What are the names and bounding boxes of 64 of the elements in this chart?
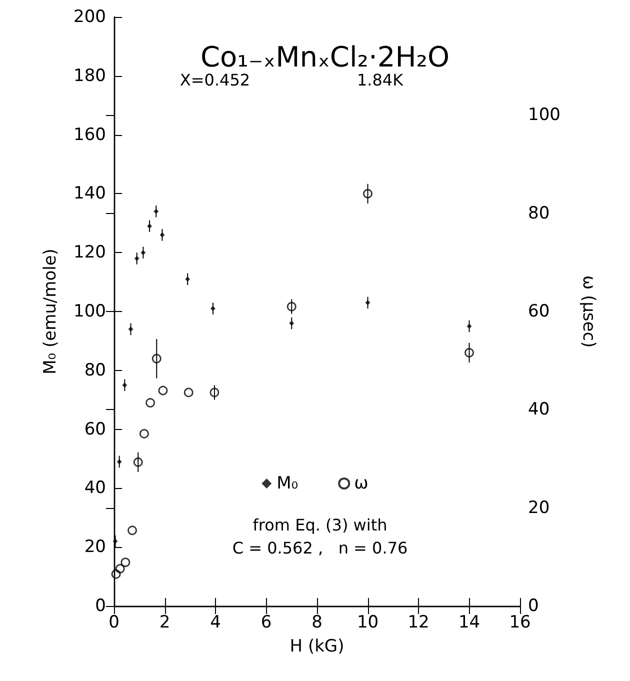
- point: [363, 189, 372, 198]
- point: [128, 326, 134, 332]
- y2-tick-label: 40: [528, 400, 550, 420]
- point: [152, 354, 162, 364]
- point: [286, 302, 296, 312]
- annotation: from Eq. (3) with: [252, 516, 388, 534]
- y-tick-label: 160: [74, 124, 106, 145]
- y2-axis-title: ω (μsec): [578, 275, 598, 348]
- x-axis-title: H (kG): [290, 636, 344, 656]
- y2-tick-label: 80: [528, 203, 550, 224]
- y2-tick-label: 100: [528, 105, 560, 126]
- point: [160, 232, 165, 238]
- point: [210, 388, 220, 398]
- point: [112, 538, 118, 544]
- x-tick-label: 6: [260, 612, 272, 632]
- x-tick-label: 16: [509, 612, 531, 632]
- y-tick-label: 100: [74, 302, 106, 322]
- point: [140, 250, 146, 256]
- point: [122, 382, 128, 388]
- y2-tick-label: 0: [528, 596, 539, 616]
- point: [146, 398, 155, 408]
- y2-tick-label: 20: [528, 498, 550, 518]
- x-tick-label: 2: [159, 612, 170, 632]
- point: [111, 569, 121, 579]
- annotation: X=0.452: [180, 70, 250, 90]
- y-axis-title: M₀ (emu/mole): [40, 248, 60, 374]
- y-tick-label: 40: [84, 478, 106, 498]
- point: [210, 306, 216, 312]
- x-tick-label: 12: [408, 612, 430, 632]
- point: [147, 224, 152, 229]
- point: [365, 300, 370, 306]
- y-tick-label: 0: [95, 596, 106, 616]
- point: [185, 276, 190, 282]
- annotation: 1.84K: [356, 70, 404, 90]
- point: [128, 526, 137, 536]
- point: [115, 564, 125, 574]
- point: [116, 459, 122, 464]
- y-tick-label: 180: [74, 66, 106, 86]
- point: [134, 256, 140, 261]
- point: [154, 208, 159, 214]
- point: [133, 457, 143, 467]
- point: [120, 558, 130, 568]
- point: [184, 388, 194, 398]
- point: [140, 429, 149, 438]
- y-tick-label: 60: [84, 419, 106, 440]
- legend-label: M₀: [276, 474, 298, 494]
- y-tick-label: 80: [84, 360, 106, 380]
- x-tick-label: 14: [458, 612, 480, 632]
- point: [466, 324, 472, 329]
- y-tick-label: 20: [84, 537, 106, 558]
- point: [464, 348, 474, 358]
- x-tick-label: 8: [312, 612, 322, 632]
- point: [158, 386, 168, 396]
- x-tick-label: 10: [356, 612, 379, 632]
- text: Co₁₋ₓMnₓCl₂·2H₂O: [200, 40, 450, 74]
- y-tick-label: 120: [74, 242, 106, 263]
- point: [289, 320, 294, 326]
- annotation: C = 0.562 , n = 0.76: [232, 538, 408, 558]
- legend-label: ω: [354, 474, 368, 494]
- x-tick-label: 0: [108, 612, 120, 632]
- x-tick-label: 4: [210, 612, 221, 632]
- y2-tick-label: 60: [528, 302, 550, 322]
- y-tick-label: 140: [74, 184, 106, 204]
- y-tick-label: 200: [74, 7, 106, 27]
